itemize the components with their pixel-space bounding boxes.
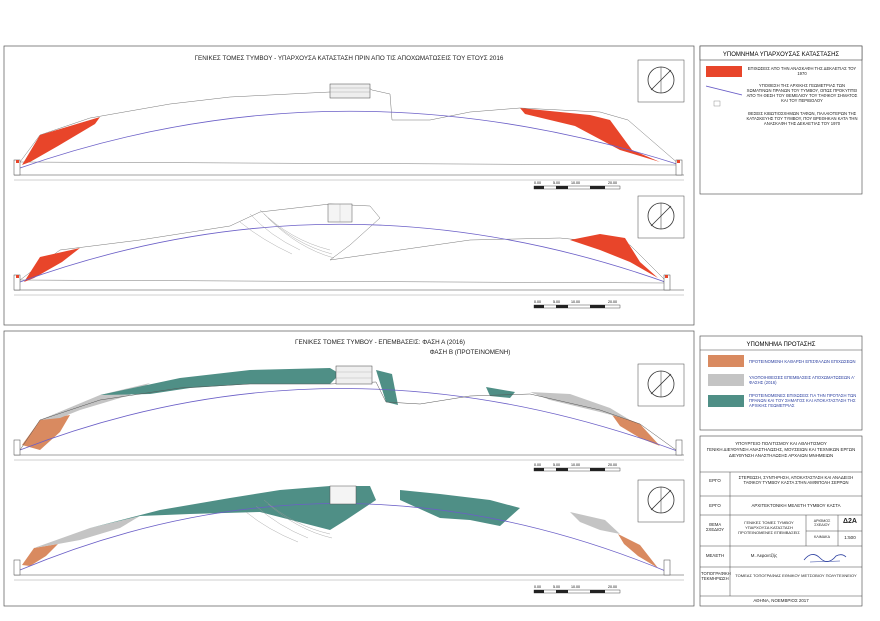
legend-proposal-item: ΠΡΟΤΕΙΝΟΜΕΝΗ ΚΑΘΑΡΣΗ ΕΠΙΣΦΑΛΩΝ ΕΠΙΧΩΣΕΩΝ bbox=[708, 355, 858, 367]
drawing-no: Δ2Α bbox=[843, 518, 857, 525]
row-label-design: ΜΕΛΕΤΗ bbox=[705, 553, 725, 558]
orange-fill-left-4 bbox=[22, 544, 58, 566]
legend-proposal-swatch-3 bbox=[708, 394, 744, 407]
north-arrow-1 bbox=[637, 59, 685, 103]
teal-fill-right-4 bbox=[400, 490, 520, 526]
teal-fill-left-3 bbox=[100, 368, 340, 395]
north-arrow-4 bbox=[637, 479, 685, 523]
scale-bar-2: 0.00 5.00 10.00 20.00 bbox=[533, 300, 621, 309]
orange-fill-left-3 bbox=[22, 415, 70, 450]
legend-existing-item: ΕΠΙΧΩΣΕΙΣ ΑΠΟ ΤΗΝ ΑΝΑΣΚΑΦΗ ΤΗΣ ΔΕΚΑΕΤΙΑΣ… bbox=[706, 66, 858, 77]
svg-text:20.00: 20.00 bbox=[608, 463, 617, 467]
svg-text:10.00: 10.00 bbox=[571, 181, 580, 185]
svg-text:10.00: 10.00 bbox=[571, 463, 580, 467]
row-value-design: Μ. Λεφαντζής bbox=[750, 553, 778, 558]
gray-fill-right-4 bbox=[570, 512, 620, 534]
title-block bbox=[699, 435, 863, 607]
row-value-subject: ΓΕΝΙΚΕΣ ΤΟΜΕΣ ΤΥΜΒΟΥ ΥΠΑΡΧΟΥΣΑ ΚΑΤΑΣΤΑΣΗ… bbox=[738, 520, 800, 535]
legend-proposal-item: ΥΛΟΠΟΙΗΘΕΙΣΕΣ ΕΠΕΜΒΑΣΕΙΣ ΑΠΟΧΩΜΑΤΩΣΕΩΝ Α… bbox=[708, 374, 858, 386]
section-proposal-1 bbox=[13, 365, 684, 461]
legend-existing-swatch-1 bbox=[706, 66, 742, 77]
svg-text:20.00: 20.00 bbox=[608, 585, 617, 589]
legend-existing-swatch-3 bbox=[713, 100, 721, 107]
row-value-project: ΣΤΕΡΕΩΣΗ, ΣΥΝΤΗΡΗΣΗ, ΑΠΟΚΑΤΑΣΤΑΣΗ ΚΑΙ ΑΝ… bbox=[738, 475, 854, 485]
gray-fill-left-4 bbox=[34, 516, 140, 548]
svg-text:0.00: 0.00 bbox=[534, 300, 541, 304]
row-value-topo: ΤΟΜΕΑΣ ΤΟΠΟΓΡΑΦΙΑΣ ΕΘΝΙΚΟΥ ΜΕΤΣΟΒΙΟΥ ΠΟΛ… bbox=[735, 573, 857, 578]
red-fill-left-2 bbox=[24, 248, 80, 282]
row-label-topo: ΤΟΠΟΓΡΑΦΙΚΗ ΤΕΚΜΗΡΙΩΣΗ bbox=[701, 571, 731, 581]
legend-existing-item: ΘΕΣΕΙΣ ΚΙΒΩΤΙΟΣΧΗΜΩΝ ΤΑΦΩΝ, ΠΑΛΑΙΟΤΕΡΩΝ … bbox=[746, 111, 858, 126]
legend-existing-item: ΥΠΟΘΕΣΗ ΤΗΣ ΑΡΧΙΚΗΣ ΓΕΩΜΕΤΡΙΑΣ ΤΩΝ ΧΩΜΑΤ… bbox=[705, 83, 858, 103]
legend-proposal-list: ΠΡΟΤΕΙΝΟΜΕΝΗ ΚΑΘΑΡΣΗ ΕΠΙΣΦΑΛΩΝ ΕΠΙΧΩΣΕΩΝ… bbox=[708, 355, 858, 408]
svg-text:5.00: 5.00 bbox=[553, 463, 560, 467]
svg-text:20.00: 20.00 bbox=[608, 300, 617, 304]
north-arrow-2 bbox=[637, 195, 685, 239]
legend-proposal-swatch-1 bbox=[708, 355, 744, 367]
svg-text:5.00: 5.00 bbox=[553, 181, 560, 185]
north-arrow-3 bbox=[637, 363, 685, 407]
legend-proposal-swatch-2 bbox=[708, 374, 744, 386]
scale-bar-4: 0.00 5.00 10.00 20.00 bbox=[533, 585, 621, 594]
footer-date: ΑΘΗΝΑ, ΝΟΕΜΒΡΙΟΣ 2017 bbox=[753, 598, 809, 603]
svg-text:0.00: 0.00 bbox=[534, 463, 541, 467]
row-label-study: ΕΡΓΟ bbox=[709, 503, 721, 508]
legend-proposal-title: ΥΠΟΜΝΗΜΑ ΠΡΟΤΑΣΗΣ bbox=[747, 342, 816, 348]
section-existing-1 bbox=[13, 83, 684, 181]
gray-fill-right-3 bbox=[530, 392, 630, 420]
scale-bar-3: 0.00 5.00 10.00 20.00 bbox=[533, 463, 621, 472]
teal-fill-left-4 bbox=[90, 486, 376, 530]
signature bbox=[803, 554, 847, 563]
bottom-panel-title-2: ΦΑΣΗ Β (ΠΡΟΤΕΙΝΟΜΕΝΗ) bbox=[430, 349, 511, 356]
svg-text:0.00: 0.00 bbox=[534, 181, 541, 185]
svg-text:10.00: 10.00 bbox=[571, 300, 580, 304]
section-proposal-2 bbox=[13, 485, 684, 581]
red-fill-right-2 bbox=[570, 234, 658, 278]
svg-text:5.00: 5.00 bbox=[553, 300, 560, 304]
teal-fill-center-3 bbox=[376, 370, 398, 405]
svg-text:10.00: 10.00 bbox=[571, 585, 580, 589]
row-label-project: ΕΡΓΟ bbox=[709, 478, 721, 483]
scale-label: ΚΛΙΜΑΚΑ bbox=[814, 535, 830, 539]
ministry-header: ΥΠΟΥΡΓΕΙΟ ΠΟΛΙΤΙΣΜΟΥ ΚΑΙ ΑΘΛΗΤΙΣΜΟΥ ΓΕΝΙ… bbox=[706, 441, 856, 458]
row-label-subject: ΘΕΜΑ ΣΧΕΔΙΟΥ bbox=[705, 522, 725, 532]
orange-fill-right-3 bbox=[610, 412, 660, 446]
legend-existing-list: ΕΠΙΧΩΣΕΙΣ ΑΠΟ ΤΗΝ ΑΝΑΣΚΑΦΗ ΤΗΣ ΔΕΚΑΕΤΙΑΣ… bbox=[705, 66, 858, 126]
scale-value: 1:500 bbox=[844, 535, 856, 540]
legend-proposal-item: ΠΡΟΤΕΙΝΟΜΕΝΕΣ ΕΠΙΧΩΣΕΙΣ ΓΙΑ ΤΗΝ ΠΡΟΤΑΣΗ … bbox=[708, 393, 858, 408]
top-panel-title: ΓΕΝΙΚΕΣ ΤΟΜΕΣ ΤΥΜΒΟΥ - ΥΠΑΡΧΟΥΣΑ ΚΑΤΑΣΤΑ… bbox=[195, 55, 504, 62]
row-value-study: ΑΡΧΙΤΕΚΤΟΝΙΚΗ ΜΕΛΕΤΗ ΤΥΜΒΟΥ ΚΑΣΤΑ bbox=[751, 503, 841, 508]
legend-existing-swatch-2 bbox=[705, 83, 743, 96]
bottom-panel-title-1: ΓΕΝΙΚΕΣ ΤΟΜΕΣ ΤΥΜΒΟΥ - ΕΠΕΜΒΑΣΕΙΣ: ΦΑΣΗ … bbox=[295, 339, 465, 346]
svg-text:0.00: 0.00 bbox=[534, 585, 541, 589]
red-fill-left-1 bbox=[22, 117, 100, 165]
svg-text:20.00: 20.00 bbox=[608, 181, 617, 185]
legend-existing-title: ΥΠΟΜΝΗΜΑ ΥΠΑΡΧΟΥΣΑΣ ΚΑΤΑΣΤΑΣΗΣ bbox=[723, 52, 840, 58]
section-existing-2 bbox=[13, 203, 684, 296]
svg-text:5.00: 5.00 bbox=[553, 585, 560, 589]
scale-bar-1: 0.00 5.00 10.00 20.00 bbox=[533, 181, 621, 190]
drawing-no-label: ΑΡΙΘΜΟΣ ΣΧΕΔΙΟΥ bbox=[813, 519, 831, 527]
orange-fill-right-4 bbox=[618, 534, 658, 568]
